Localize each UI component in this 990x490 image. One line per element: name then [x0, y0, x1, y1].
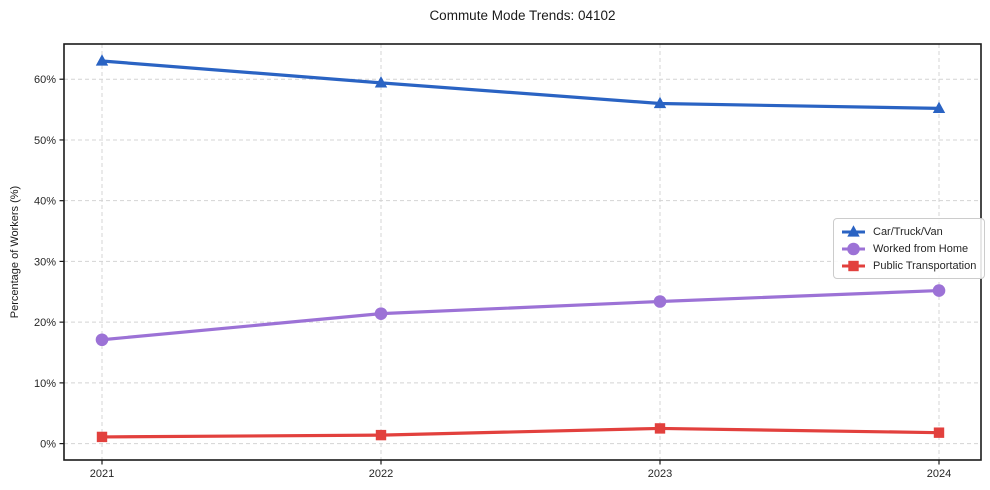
data-point-triangle — [374, 76, 388, 88]
series-worked-from-home — [95, 284, 946, 347]
y-tick-label: 30% — [34, 256, 56, 268]
data-point-square — [654, 423, 666, 434]
y-tick-label: 0% — [40, 439, 56, 451]
legend-label: Car/Truck/Van — [873, 225, 943, 238]
legend-item-car-truck-van: Car/Truck/Van — [841, 223, 976, 240]
axis-ticks — [59, 78, 940, 465]
data-point-square — [933, 427, 945, 438]
chart-title: Commute Mode Trends: 04102 — [429, 8, 616, 23]
x-tick-label: 2023 — [648, 468, 672, 480]
legend-label: Worked from Home — [873, 242, 969, 255]
data-point-circle — [95, 333, 109, 347]
data-point-square — [375, 429, 387, 441]
y-tick-label: 20% — [34, 317, 56, 329]
series-public-transportation — [96, 423, 945, 443]
x-tick-label: 2021 — [90, 468, 114, 480]
series-car-truck-van — [95, 54, 946, 113]
data-point-triangle — [653, 96, 667, 109]
data-point-circle — [932, 284, 946, 297]
tick-labels: 2021 2022 2023 2024 0% 10% 20% 30% 40% 50% 60% — [34, 74, 951, 480]
gridlines — [64, 44, 981, 460]
y-tick-label: 50% — [34, 135, 56, 147]
data-point-square — [96, 431, 108, 443]
data-point-circle — [374, 307, 388, 320]
data-point-circle — [653, 295, 667, 308]
y-tick-label: 60% — [34, 74, 56, 86]
data-point-square — [848, 260, 859, 271]
series-line — [100, 288, 941, 342]
legend-item-worked-from-home: Worked from Home — [841, 240, 976, 257]
legend-swatch-public-transportation — [842, 260, 865, 271]
legend-swatch-car-truck-van — [842, 224, 865, 237]
legend-swatch-worked-from-home — [842, 242, 865, 255]
x-tick-label: 2024 — [927, 468, 951, 480]
data-point-triangle — [95, 54, 109, 66]
y-tick-label: 40% — [34, 196, 56, 208]
legend: Car/Truck/Van Worked from Home Public Tr… — [833, 218, 986, 279]
data-point-circle — [847, 242, 860, 255]
series-line — [100, 59, 941, 110]
data-point-triangle — [847, 224, 860, 237]
x-tick-label: 2022 — [369, 468, 393, 480]
y-tick-label: 10% — [34, 378, 56, 390]
data-point-triangle — [932, 101, 946, 113]
legend-label: Public Transportation — [873, 259, 977, 272]
legend-item-public-transportation: Public Transportation — [841, 257, 976, 274]
series-line — [100, 426, 941, 439]
